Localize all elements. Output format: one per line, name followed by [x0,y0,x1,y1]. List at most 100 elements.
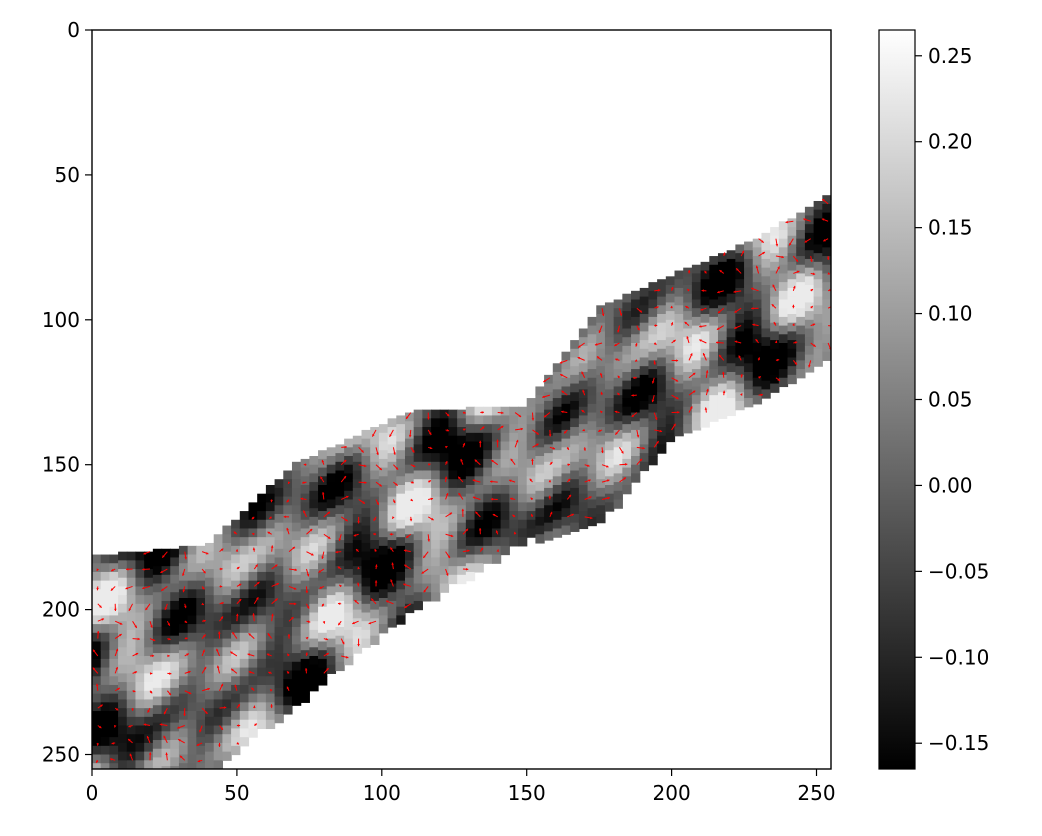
heatmap-cell [526,415,536,425]
heatmap-cell [152,618,163,628]
heatmap-cell [787,218,797,228]
heatmap-cell [778,377,789,388]
heatmap-cell [726,328,736,338]
heatmap-cell [831,326,840,335]
heatmap-cell [657,435,667,446]
heatmap-cell [831,308,840,317]
quiver-arrowhead [755,265,759,269]
heatmap-cell [422,566,432,576]
heatmap-cell [604,493,615,503]
heatmap-cell [126,569,137,579]
heatmap-cell [796,229,806,240]
heatmap-cell [431,444,441,454]
heatmap-cell [378,476,389,486]
heatmap-cell [265,511,276,521]
heatmap-cell [648,282,658,292]
heatmap-cell [787,279,797,289]
quiver-arrowhead [601,313,605,316]
quiver-overlay [92,198,831,764]
quiver-arrowhead [803,218,806,221]
heatmap-cell [344,621,354,631]
heatmap-cell [291,626,302,637]
heatmap-cell [822,273,831,283]
heatmap-cell [552,406,563,417]
heatmap-cell [744,250,754,260]
heatmap-cell [570,461,580,472]
quiver-arrowhead [428,463,431,466]
heatmap-cell [92,641,102,651]
heatmap-cell [561,464,571,474]
heatmap-cell [335,626,345,637]
heatmap-cell [787,340,797,350]
heatmap-cell [118,664,128,674]
quiver-arrowhead [423,555,426,558]
heatmap-cell [813,253,823,263]
heatmap-cell [396,476,406,486]
heatmap-cell [518,441,528,451]
heatmap-cell [378,424,389,434]
heatmap-cell [126,586,137,596]
quiver-arrowhead [734,340,738,344]
quiver-arrowhead [128,724,131,728]
quiver-arrowhead [117,687,120,691]
quiver-arrowhead [692,372,696,376]
heatmap-cell [404,421,415,431]
heatmap-cell [717,305,728,315]
quiver-arrowhead [115,707,119,711]
heatmap-cell [535,490,545,501]
quiver-arrowhead [205,551,209,555]
heatmap-cell [761,232,771,243]
heatmap-cell [100,563,110,573]
heatmap-cell [109,754,119,764]
quiver-arrowhead [101,618,105,621]
heatmap-cell [205,586,215,596]
heatmap-cell [326,542,337,553]
quiver-arrowhead [326,653,329,656]
heatmap-cell [474,502,484,512]
quiver-arrowhead [169,672,172,675]
heatmap-cell [561,499,571,509]
heatmap-cell [822,282,831,292]
heatmap-cell [152,635,163,645]
heatmap-cell [735,331,745,341]
heatmap-cell [257,519,267,530]
heatmap-cell [378,606,389,617]
heatmap-cell [457,444,467,454]
quiver-arrowhead [751,287,754,291]
heatmap-cell [796,273,806,283]
quiver-arrowhead [684,321,688,325]
heatmap-cell [205,612,215,622]
heatmap-cell [439,513,450,524]
heatmap-cell [717,314,728,324]
heatmap-cell [500,545,510,556]
heatmap-cell [144,560,154,570]
heatmap-cell [161,644,171,654]
quiver-arrowhead [582,428,586,432]
heatmap-cell [378,615,389,625]
heatmap-cell [144,621,154,631]
quiver-arrowhead [146,736,150,739]
heatmap-cell [761,302,771,312]
heatmap-cell [274,618,284,628]
quiver-arrowhead [368,621,372,625]
quiver-arrowhead [353,533,357,537]
heatmap-cell [352,453,363,463]
heatmap-cell [387,496,397,506]
quiver-arrowhead [248,671,252,674]
heatmap-cell [778,282,789,292]
quiver-arrowhead [321,492,325,495]
heatmap-cell [187,606,197,617]
quiver-arrowhead [794,362,797,365]
heatmap-cell [370,609,380,619]
heatmap-cell [222,534,232,544]
heatmap-cell [135,647,145,657]
quiver-arrowhead [475,511,478,515]
heatmap-cell [213,751,224,761]
heatmap-cell [100,711,110,721]
heatmap-cell [691,273,702,283]
heatmap-cell [509,415,519,425]
heatmap-cell [118,708,128,718]
heatmap-cell [422,409,432,419]
heatmap-cell [378,511,389,521]
quiver-arrowhead [687,289,690,292]
